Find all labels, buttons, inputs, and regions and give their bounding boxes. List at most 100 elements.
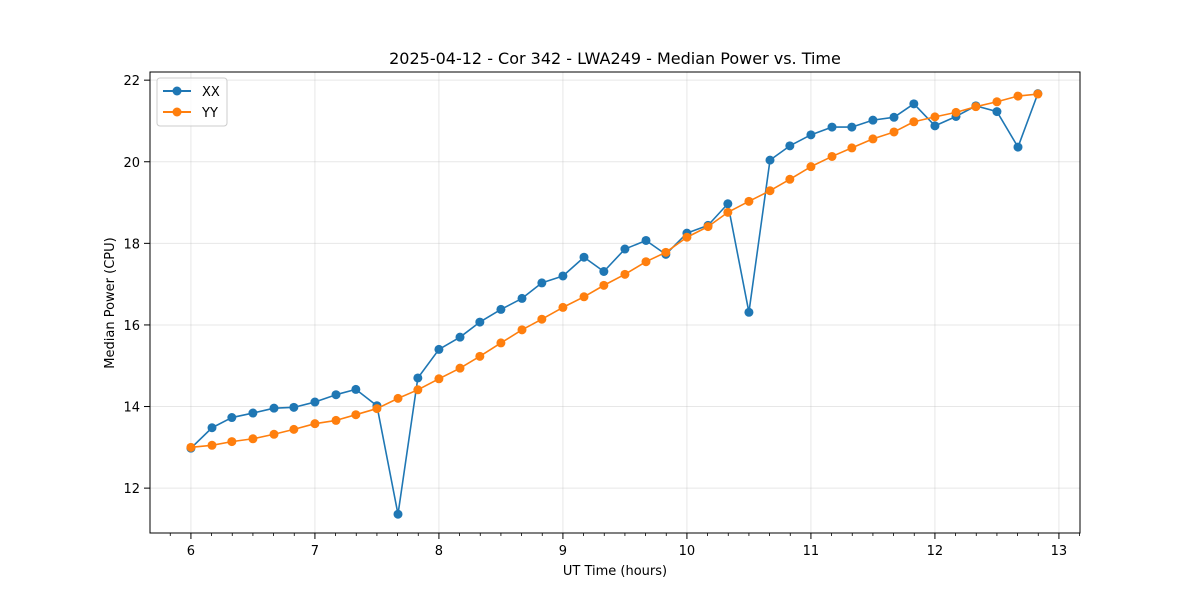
series-line-yy xyxy=(190,93,1038,449)
y-tick-label: 22 xyxy=(123,74,140,89)
data-point-yy xyxy=(785,174,795,184)
x-tick-label: 11 xyxy=(803,544,820,559)
data-point-xx xyxy=(930,121,940,131)
legend-label-xx: XX xyxy=(202,85,220,100)
data-point-yy xyxy=(310,419,320,429)
data-point-xx xyxy=(475,317,485,327)
data-point-yy xyxy=(703,222,713,232)
legend: XX YY xyxy=(156,77,228,127)
data-point-xx xyxy=(992,107,1002,117)
axes: 6 7 8 9 10 11 12 13 12 14 16 18 20 22 xyxy=(123,74,1080,559)
data-point-xx xyxy=(537,278,547,288)
data-point-yy xyxy=(289,424,299,434)
data-point-yy xyxy=(661,247,671,257)
data-point-yy xyxy=(579,292,589,302)
data-point-yy xyxy=(971,102,981,112)
data-point-xx xyxy=(785,141,795,151)
data-point-xx xyxy=(496,304,506,314)
data-point-yy xyxy=(269,429,279,439)
data-point-yy xyxy=(620,269,630,279)
data-point-yy xyxy=(641,257,651,267)
data-point-xx xyxy=(765,155,775,165)
data-point-yy xyxy=(248,434,258,444)
data-point-yy xyxy=(537,314,547,324)
data-point-xx xyxy=(331,390,341,400)
data-point-yy xyxy=(372,404,382,414)
data-point-xx xyxy=(641,235,651,245)
data-point-xx xyxy=(351,384,361,394)
data-point-yy xyxy=(827,151,837,161)
grid xyxy=(150,72,1080,533)
data-point-yy xyxy=(351,410,361,420)
data-point-xx xyxy=(723,199,733,209)
data-point-xx xyxy=(620,244,630,254)
data-point-yy xyxy=(723,207,733,217)
data-point-xx xyxy=(558,271,568,281)
x-tick-label: 10 xyxy=(679,544,696,559)
chart-title: 2025-04-12 - Cor 342 - LWA249 - Median P… xyxy=(389,49,841,68)
legend-marker-xx xyxy=(172,86,182,96)
legend-marker-yy xyxy=(172,107,182,117)
y-tick-label: 12 xyxy=(123,482,140,497)
data-point-yy xyxy=(207,440,217,450)
data-point-xx xyxy=(517,293,527,303)
x-tick-label: 6 xyxy=(187,544,195,559)
data-point-xx xyxy=(289,402,299,412)
data-point-xx xyxy=(847,122,857,132)
data-point-xx xyxy=(579,252,589,262)
data-point-yy xyxy=(558,302,568,312)
data-point-yy xyxy=(393,393,403,403)
data-point-yy xyxy=(806,162,816,172)
data-point-yy xyxy=(765,186,775,196)
data-point-xx xyxy=(413,373,423,383)
data-point-xx xyxy=(393,509,403,519)
y-tick-label: 14 xyxy=(123,401,140,416)
data-point-yy xyxy=(517,325,527,335)
data-point-xx xyxy=(599,266,609,276)
data-point-yy xyxy=(909,117,919,127)
series-layer xyxy=(186,89,1043,519)
x-tick-label: 13 xyxy=(1051,544,1068,559)
x-tick-label: 8 xyxy=(435,544,443,559)
x-tick-label: 7 xyxy=(311,544,319,559)
data-point-xx xyxy=(455,332,465,342)
data-point-yy xyxy=(868,134,878,144)
x-tick-label: 9 xyxy=(559,544,567,559)
data-point-xx xyxy=(227,413,237,423)
x-axis-label: UT Time (hours) xyxy=(563,564,667,579)
data-point-xx xyxy=(889,112,899,122)
data-point-xx xyxy=(269,403,279,413)
data-point-xx xyxy=(434,344,444,354)
data-point-xx xyxy=(744,307,754,317)
data-point-xx xyxy=(310,397,320,407)
data-point-yy xyxy=(227,437,237,447)
data-point-yy xyxy=(413,385,423,395)
data-point-yy xyxy=(434,374,444,384)
legend-label-yy: YY xyxy=(201,106,218,121)
data-point-yy xyxy=(186,442,196,452)
data-point-yy xyxy=(496,338,506,348)
data-point-xx xyxy=(909,99,919,109)
data-point-yy xyxy=(331,415,341,425)
series-line-xx xyxy=(190,93,1039,516)
data-point-yy xyxy=(1013,91,1023,101)
data-point-yy xyxy=(475,351,485,361)
data-point-xx xyxy=(806,130,816,140)
data-point-xx xyxy=(827,122,837,132)
y-axis-label: Median Power (CPU) xyxy=(103,237,118,368)
data-point-xx xyxy=(1013,142,1023,152)
y-tick-label: 18 xyxy=(123,237,140,252)
data-point-yy xyxy=(847,143,857,153)
data-point-yy xyxy=(682,232,692,242)
data-point-yy xyxy=(744,196,754,206)
data-point-yy xyxy=(951,107,961,117)
data-point-xx xyxy=(868,115,878,125)
data-point-yy xyxy=(889,127,899,137)
data-point-yy xyxy=(599,280,609,290)
plot-frame xyxy=(149,71,1081,534)
y-tick-label: 20 xyxy=(123,156,140,171)
data-point-yy xyxy=(455,363,465,373)
data-point-yy xyxy=(992,97,1002,107)
data-point-xx xyxy=(207,423,217,433)
